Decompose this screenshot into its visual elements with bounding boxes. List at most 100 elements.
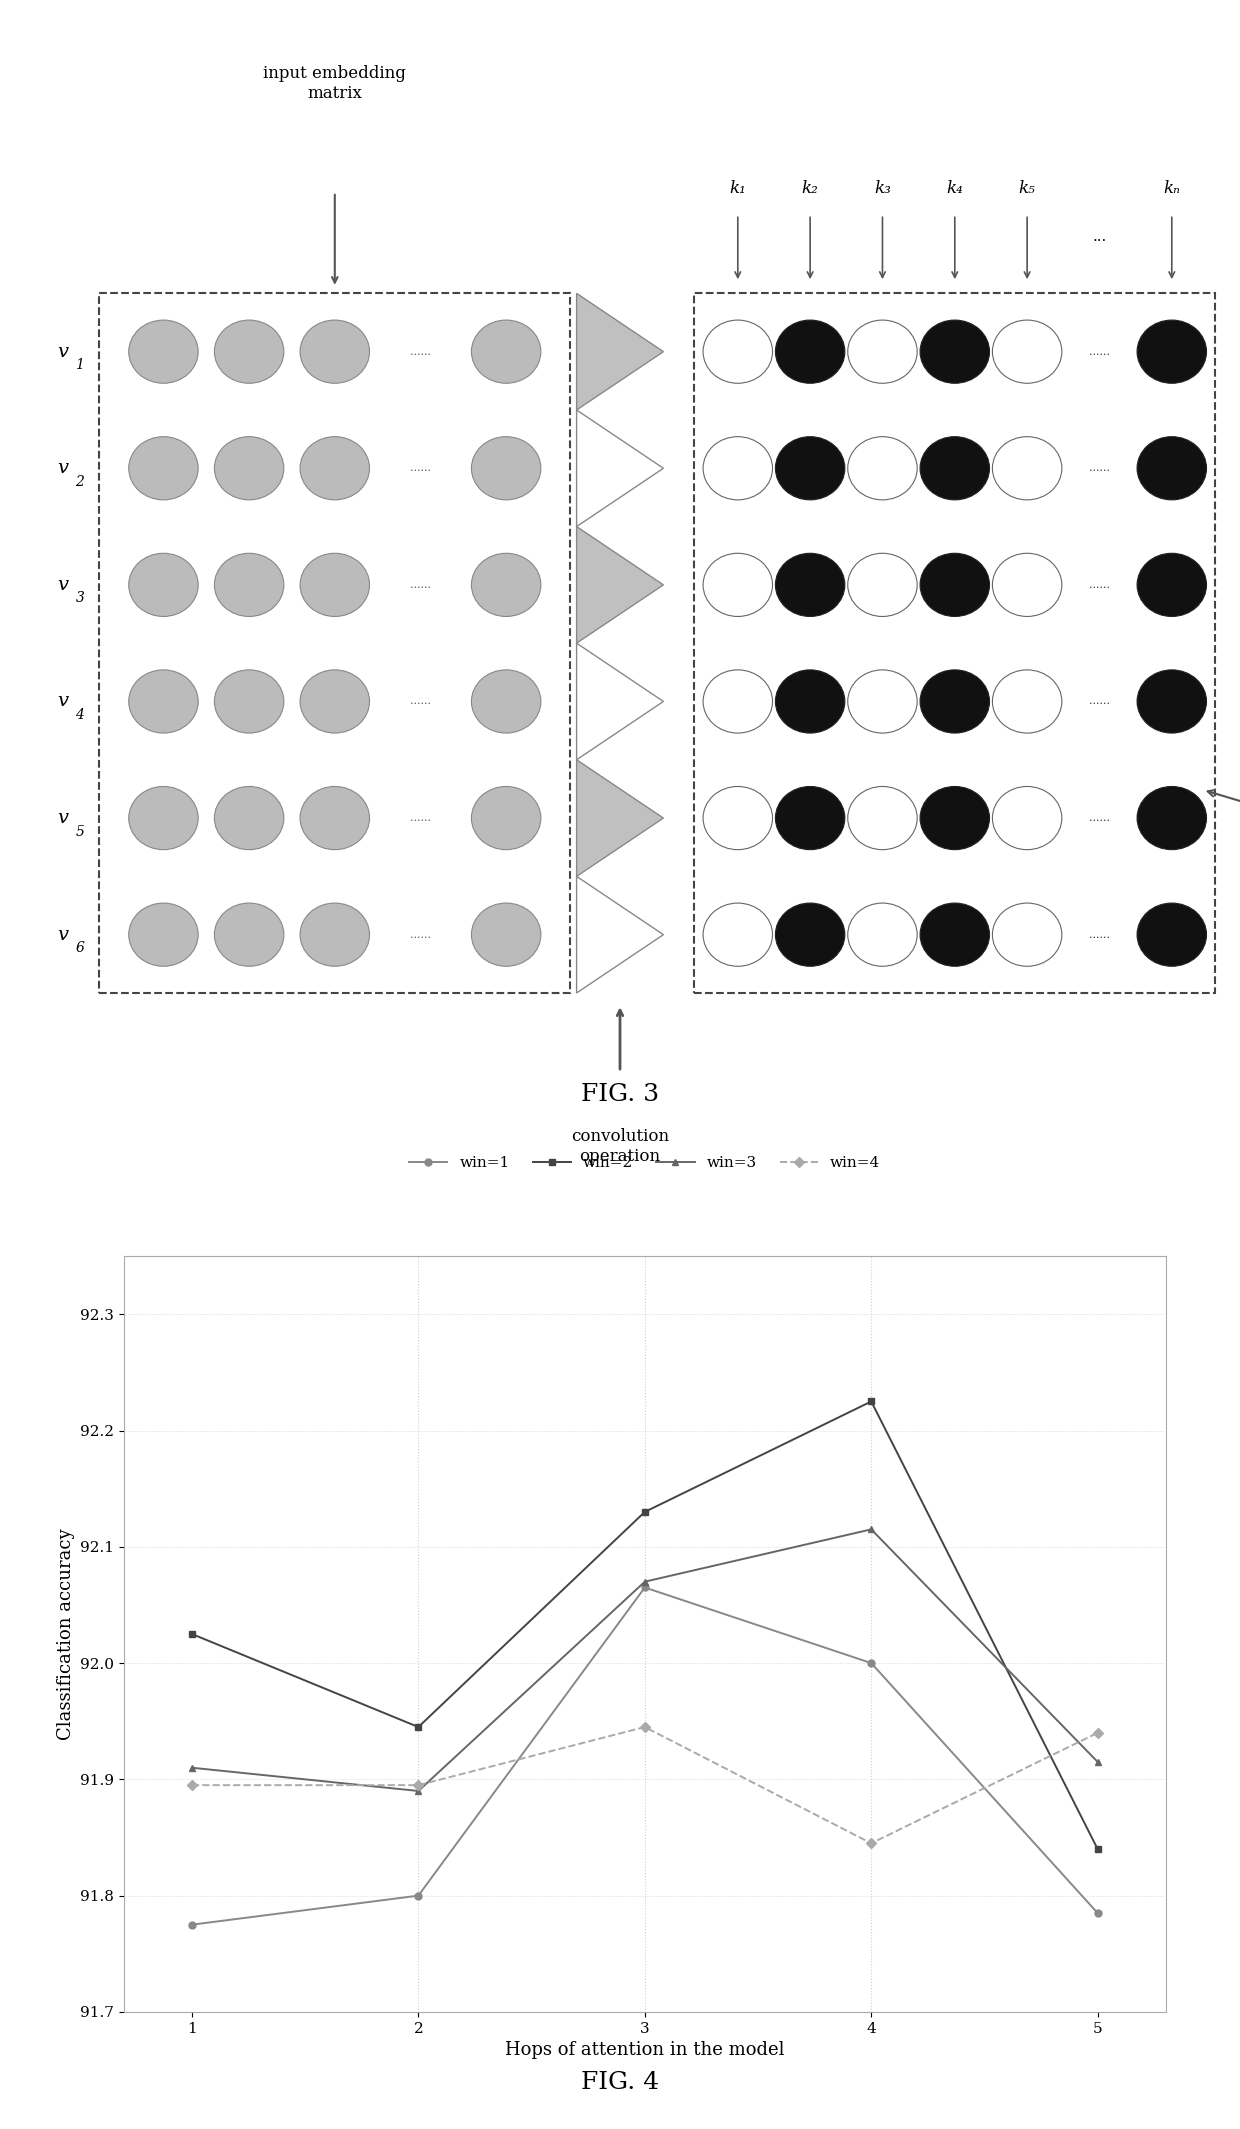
Text: v: v: [57, 809, 68, 826]
Polygon shape: [577, 411, 663, 526]
Text: ......: ......: [1089, 696, 1110, 707]
Circle shape: [300, 319, 370, 383]
win=4: [185, 1773, 200, 1799]
Text: v: v: [57, 692, 68, 711]
Text: input embedding
matrix: input embedding matrix: [263, 66, 407, 102]
Circle shape: [703, 319, 773, 383]
Circle shape: [471, 554, 541, 617]
Polygon shape: [577, 877, 663, 992]
Circle shape: [992, 903, 1061, 967]
Circle shape: [920, 319, 990, 383]
Circle shape: [300, 554, 370, 617]
win=1: [1090, 1901, 1105, 1927]
Circle shape: [920, 671, 990, 732]
Circle shape: [992, 554, 1061, 617]
Text: ......: ......: [410, 696, 432, 707]
win=2: [637, 1499, 652, 1524]
Circle shape: [703, 903, 773, 967]
Circle shape: [992, 671, 1061, 732]
win=4: [637, 1714, 652, 1739]
Circle shape: [471, 786, 541, 849]
Circle shape: [215, 319, 284, 383]
Circle shape: [129, 903, 198, 967]
Text: ......: ......: [410, 464, 432, 473]
Text: k₃: k₃: [874, 181, 890, 198]
Circle shape: [471, 671, 541, 732]
Line: win=2: win=2: [188, 1399, 1101, 1852]
Circle shape: [775, 786, 844, 849]
Circle shape: [848, 786, 918, 849]
Circle shape: [215, 903, 284, 967]
Text: ...: ...: [1092, 230, 1106, 245]
Text: ......: ......: [410, 930, 432, 939]
X-axis label: Hops of attention in the model: Hops of attention in the model: [505, 2042, 785, 2059]
Polygon shape: [577, 294, 663, 411]
Line: win=1: win=1: [188, 1584, 1101, 1929]
win=3: [410, 1778, 425, 1803]
Circle shape: [215, 786, 284, 849]
Text: ......: ......: [410, 347, 432, 358]
Circle shape: [300, 671, 370, 732]
Circle shape: [775, 671, 844, 732]
Polygon shape: [577, 643, 663, 760]
Circle shape: [703, 786, 773, 849]
win=3: [1090, 1750, 1105, 1776]
win=1: [864, 1650, 879, 1676]
win=4: [410, 1773, 425, 1799]
Circle shape: [848, 903, 918, 967]
Text: convolution
operation: convolution operation: [570, 1128, 670, 1165]
Circle shape: [471, 903, 541, 967]
Circle shape: [215, 554, 284, 617]
win=4: [1090, 1720, 1105, 1746]
Bar: [99, 294, 570, 992]
Text: 3: 3: [76, 592, 84, 605]
Circle shape: [129, 671, 198, 732]
win=3: [864, 1516, 879, 1541]
Circle shape: [300, 786, 370, 849]
Circle shape: [129, 786, 198, 849]
Text: k₂: k₂: [802, 181, 818, 198]
Text: ......: ......: [1089, 464, 1110, 473]
Circle shape: [775, 319, 844, 383]
win=4: [864, 1831, 879, 1856]
Circle shape: [992, 436, 1061, 500]
Text: 2: 2: [76, 475, 84, 490]
Text: ......: ......: [410, 579, 432, 590]
Circle shape: [920, 786, 990, 849]
Text: ......: ......: [1089, 930, 1110, 939]
Circle shape: [848, 671, 918, 732]
Text: 5: 5: [76, 824, 84, 839]
Circle shape: [1137, 436, 1207, 500]
Circle shape: [300, 436, 370, 500]
win=2: [410, 1714, 425, 1739]
Circle shape: [848, 436, 918, 500]
Text: 6: 6: [76, 941, 84, 956]
Circle shape: [471, 319, 541, 383]
Circle shape: [848, 554, 918, 617]
Text: k₁: k₁: [729, 181, 746, 198]
Circle shape: [471, 436, 541, 500]
Circle shape: [775, 903, 844, 967]
Text: v: v: [57, 343, 68, 360]
Circle shape: [1137, 554, 1207, 617]
Text: FIG. 4: FIG. 4: [580, 2072, 660, 2093]
win=2: [1090, 1837, 1105, 1863]
Circle shape: [703, 671, 773, 732]
Text: v: v: [57, 460, 68, 477]
Circle shape: [992, 786, 1061, 849]
Circle shape: [920, 436, 990, 500]
win=2: [864, 1388, 879, 1414]
Circle shape: [215, 671, 284, 732]
Text: v: v: [57, 926, 68, 943]
Text: k₅: k₅: [1019, 181, 1035, 198]
Text: 1: 1: [76, 358, 84, 373]
win=3: [637, 1569, 652, 1595]
Y-axis label: Classification accuracy: Classification accuracy: [57, 1529, 74, 1739]
Polygon shape: [577, 760, 663, 877]
Line: win=4: win=4: [188, 1724, 1101, 1846]
Circle shape: [129, 319, 198, 383]
Circle shape: [992, 319, 1061, 383]
Circle shape: [848, 319, 918, 383]
Circle shape: [1137, 671, 1207, 732]
Text: ......: ......: [410, 813, 432, 824]
